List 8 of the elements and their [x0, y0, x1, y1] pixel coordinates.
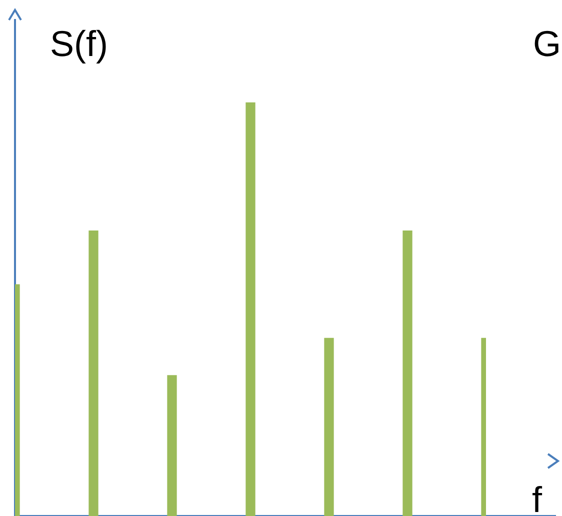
bar — [402, 230, 412, 516]
bar — [167, 375, 177, 516]
text: G — [533, 23, 562, 64]
x-axis-title: f — [532, 479, 542, 516]
bar — [324, 338, 334, 516]
bar — [88, 230, 98, 516]
bar — [246, 102, 256, 516]
y-axis-title: S(f) — [50, 23, 108, 64]
